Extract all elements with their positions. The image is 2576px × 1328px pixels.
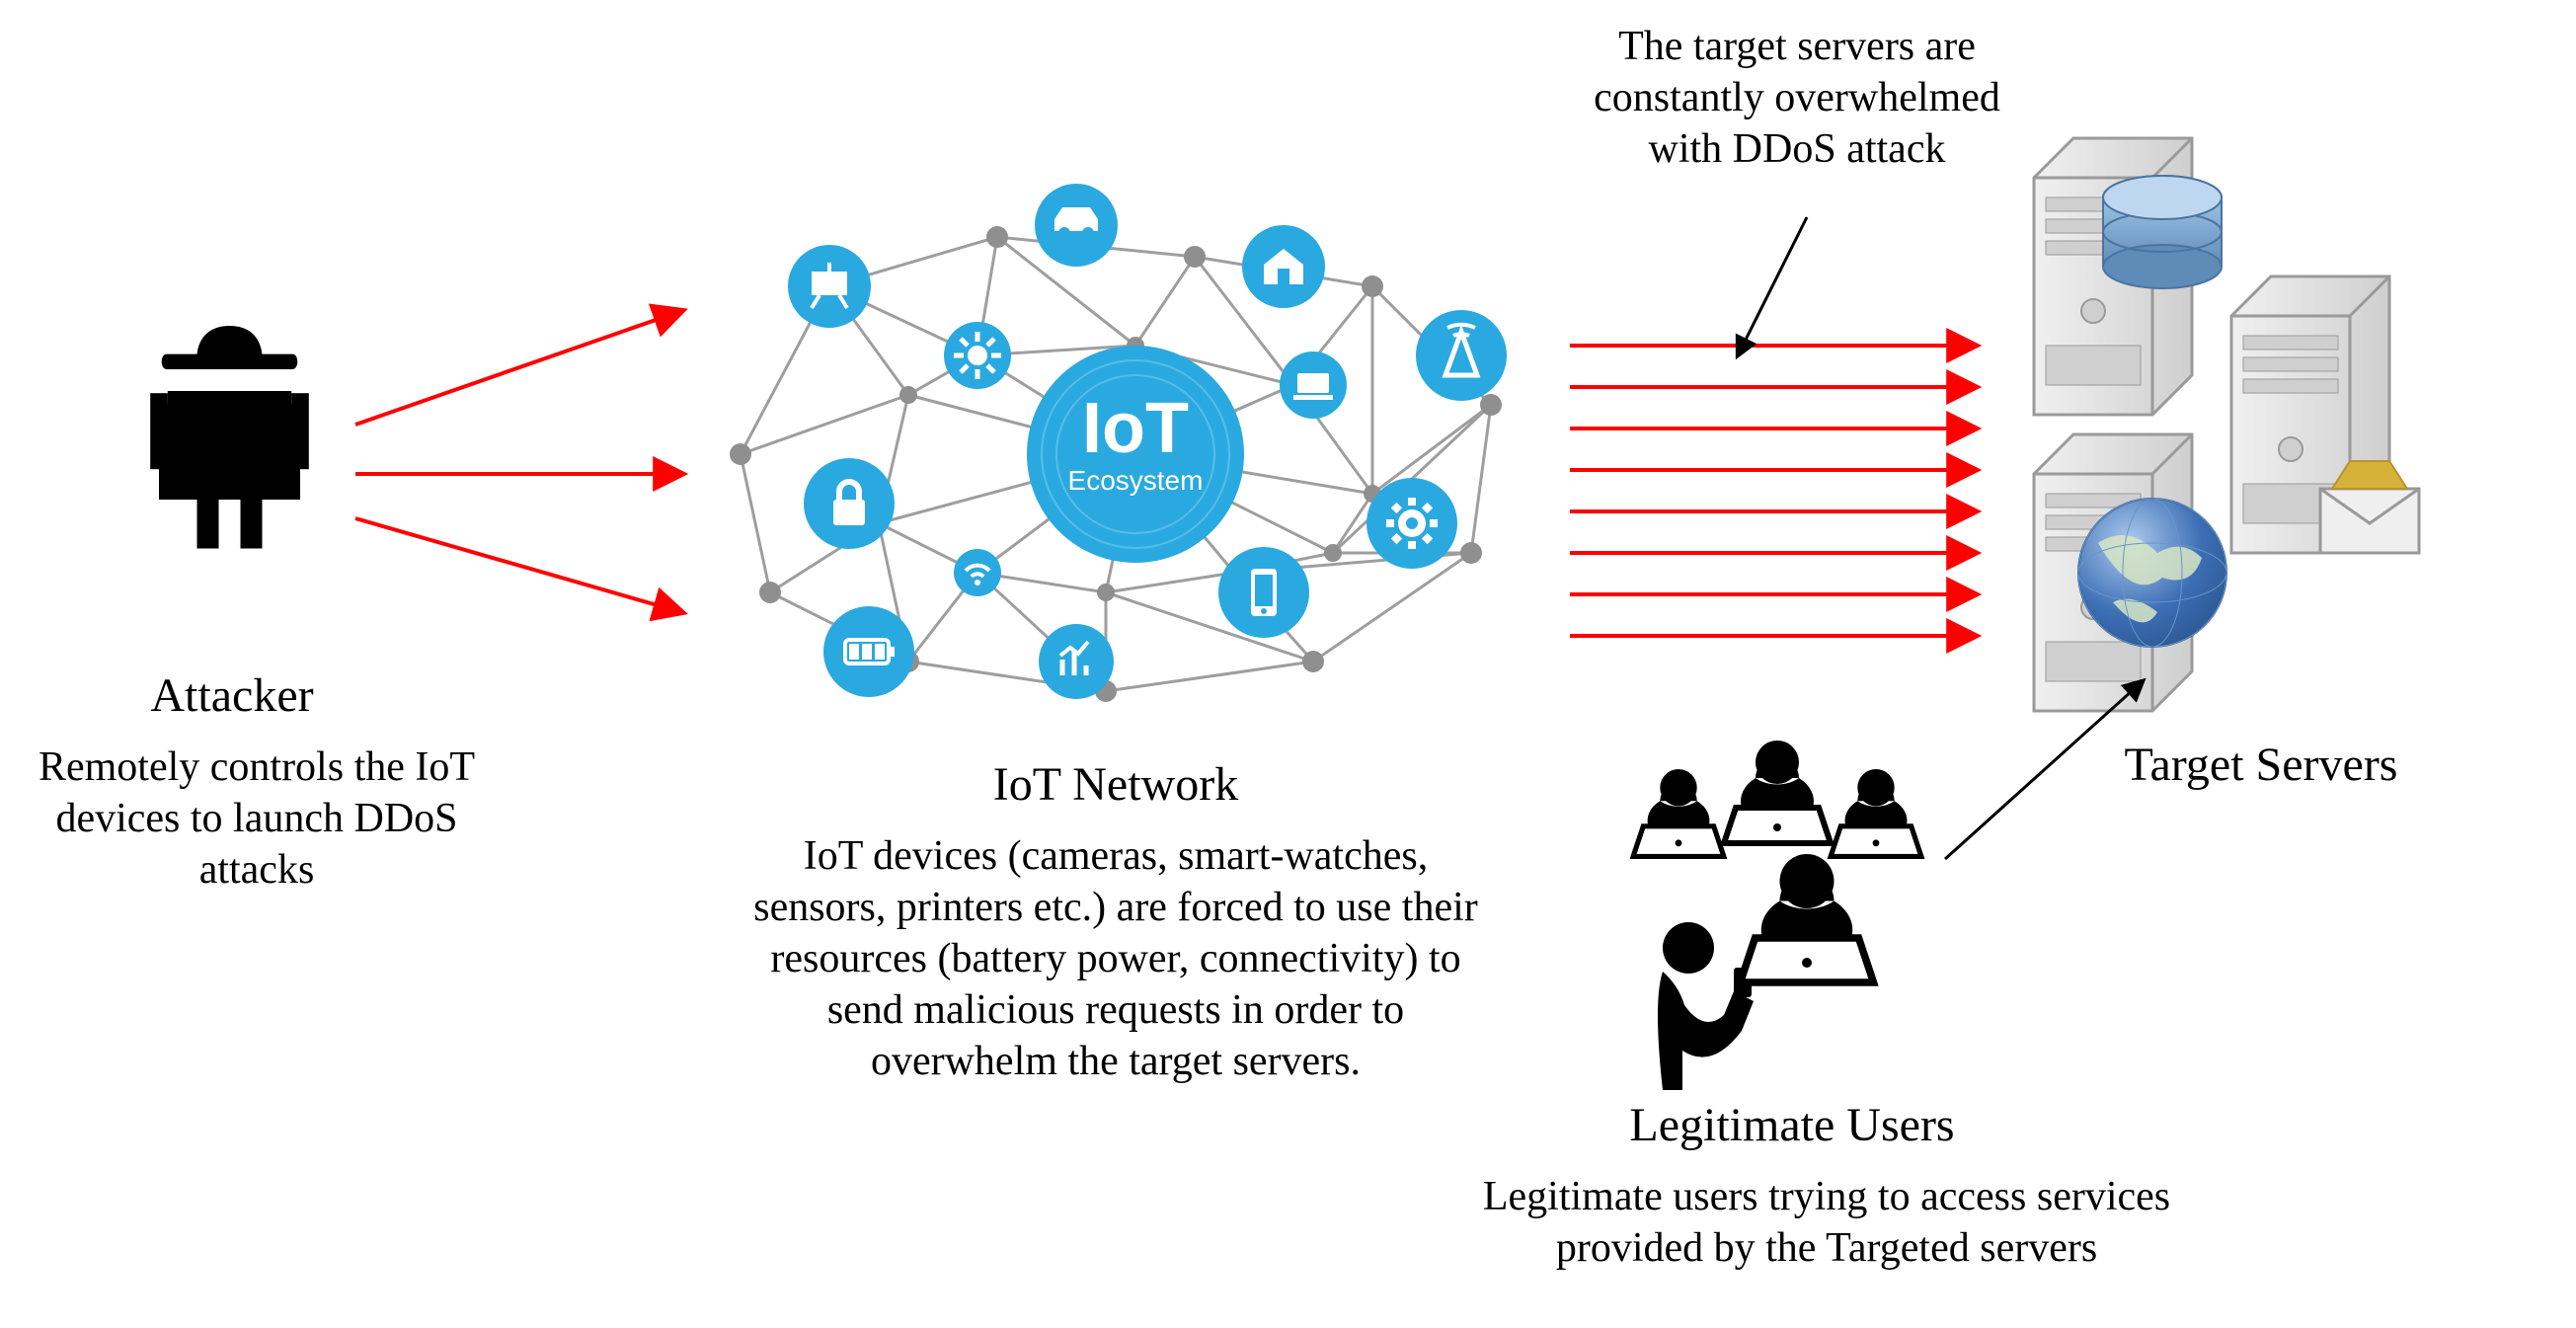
ddos-arrows — [1570, 346, 1975, 636]
svg-text:sensors, printers etc.) are fo: sensors, printers etc.) are forced to us… — [753, 885, 1478, 930]
svg-text:provided by the Targeted serve: provided by the Targeted servers — [1556, 1225, 2097, 1271]
svg-text:constantly overwhelmed: constantly overwhelmed — [1594, 75, 2000, 120]
globe-icon — [2078, 499, 2226, 647]
iot-center-text-top: IoT — [1082, 389, 1189, 468]
servers-title: Target Servers — [2125, 739, 2398, 791]
svg-text:The target servers are: The target servers are — [1618, 24, 1976, 69]
svg-text:devices to launch DDoS: devices to launch DDoS — [55, 796, 457, 841]
ddos-note-pointer — [1738, 217, 1807, 355]
attacker-icon — [148, 326, 311, 549]
iot-title: IoT Network — [993, 758, 1238, 811]
svg-text:Legitimate users trying to acc: Legitimate users trying to access servic… — [1483, 1174, 2170, 1219]
iot-network-icon: IoT Ecosystem — [730, 184, 1507, 702]
database-icon — [2103, 176, 2222, 288]
users-desc: Legitimate users trying to access servic… — [1483, 1174, 2170, 1271]
attacker-title: Attacker — [150, 669, 313, 722]
iot-center-text-bottom: Ecosystem — [1068, 465, 1204, 496]
svg-text:Remotely controls the IoT: Remotely controls the IoT — [39, 744, 475, 790]
legitimate-users-icon — [1633, 741, 1921, 1090]
phone-user-icon — [1658, 922, 1754, 1090]
ddos-note: The target servers are constantly overwhe… — [1594, 24, 2000, 172]
users-title: Legitimate Users — [1629, 1099, 1954, 1151]
svg-text:IoT devices (cameras, smart-wa: IoT devices (cameras, smart-watches, — [804, 833, 1428, 879]
svg-text:with DDoS attack: with DDoS attack — [1649, 126, 1946, 172]
iot-desc: IoT devices (cameras, smart-watches, sens… — [753, 833, 1478, 1084]
svg-text:resources (battery power, conn: resources (battery power, connectivity) … — [770, 936, 1460, 981]
attacker-desc: Remotely controls the IoT devices to laun… — [39, 744, 475, 893]
target-servers-icon — [2034, 138, 2419, 711]
svg-text:attacks: attacks — [199, 847, 315, 893]
ddos-iot-diagram: Attacker Remotely controls the IoT device… — [0, 0, 2576, 1328]
svg-text:send malicious requests in ord: send malicious requests in order to — [827, 987, 1404, 1033]
attacker-arrows — [355, 311, 681, 612]
svg-text:overwhelm the target servers.: overwhelm the target servers. — [871, 1039, 1361, 1084]
